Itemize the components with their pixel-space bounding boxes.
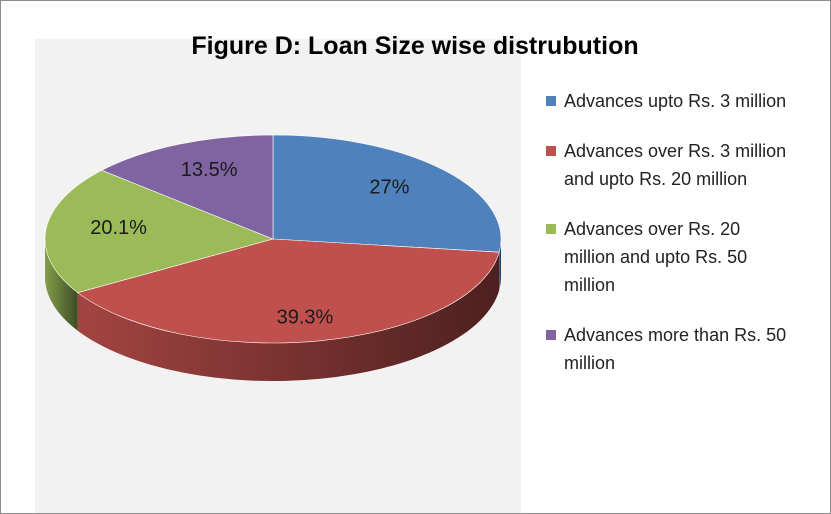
slice bbox=[44, 169, 274, 294]
legend-item: Advances over Rs. 20 million and upto Rs… bbox=[546, 215, 796, 299]
legend-label: Advances upto Rs. 3 million bbox=[564, 91, 787, 111]
value-label: 27% bbox=[369, 177, 409, 199]
slice bbox=[272, 134, 502, 253]
slice-side-shade bbox=[77, 252, 500, 381]
slice bbox=[101, 134, 274, 240]
legend-label: Advances more than Rs. 50 million bbox=[564, 325, 787, 373]
legend-swatch bbox=[546, 330, 556, 340]
value-label: 39.3% bbox=[277, 306, 334, 328]
legend-swatch bbox=[546, 146, 556, 156]
legend-label: Advances over Rs. 20 million and upto Rs… bbox=[564, 219, 748, 295]
legend-item: Advances more than Rs. 50 million bbox=[546, 321, 796, 377]
slice-side-shade bbox=[45, 239, 78, 331]
value-label: 13.5% bbox=[181, 159, 238, 181]
legend-swatch bbox=[546, 96, 556, 106]
legend-label: Advances over Rs. 3 million and upto Rs.… bbox=[564, 141, 787, 189]
slice bbox=[77, 238, 500, 344]
legend: Advances upto Rs. 3 million Advances over… bbox=[546, 87, 796, 377]
legend-item: Advances upto Rs. 3 million bbox=[546, 87, 796, 115]
value-label: 20.1% bbox=[90, 217, 147, 239]
chart-title: Figure D: Loan Size wise distrubution bbox=[191, 32, 638, 60]
legend-swatch bbox=[546, 224, 556, 234]
legend-item: Advances over Rs. 3 million and upto Rs.… bbox=[546, 137, 796, 193]
slice-side-shade bbox=[499, 239, 501, 291]
